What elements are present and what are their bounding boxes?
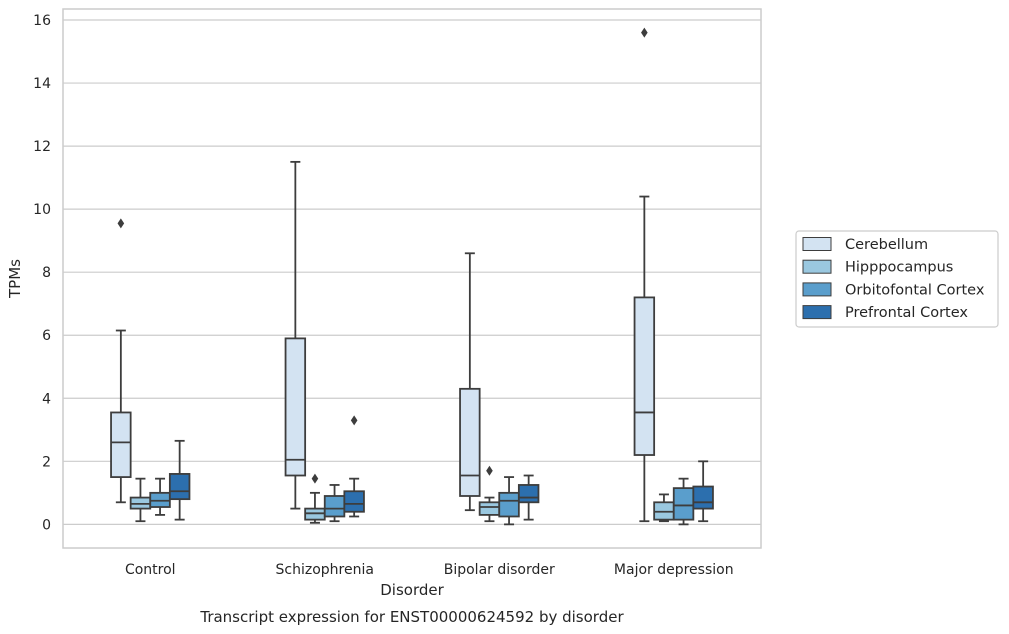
iqr-box [517, 484, 540, 504]
box-cerebellum-schizophrenia [284, 160, 307, 510]
box-hipppocampus-bipolar-disorder [478, 465, 501, 523]
y-tick-label: 6 [42, 328, 51, 344]
y-tick-label: 2 [42, 454, 51, 470]
box-hipppocampus-control [129, 477, 152, 523]
legend-swatch [802, 282, 832, 297]
legend-swatch [802, 237, 832, 251]
legend-frame [795, 230, 999, 328]
outlier-point [486, 465, 493, 476]
legend-label: Cerebellum [845, 237, 928, 253]
box-orbitofontal-cortex-control [149, 477, 171, 516]
y-tick-label: 12 [33, 139, 51, 155]
legend-label: Hipppocampus [845, 260, 953, 276]
iqr-box [323, 495, 346, 518]
iqr-box [343, 490, 365, 513]
y-tick-label: 8 [42, 265, 51, 281]
box-prefrontal-cortex-bipolar-disorder [517, 474, 540, 521]
y-tick-label: 10 [33, 202, 51, 218]
box-cerebellum-major-depression [633, 27, 656, 523]
iqr-box [633, 296, 656, 456]
iqr-box [498, 491, 520, 518]
outlier-point [311, 473, 319, 484]
outlier-point [641, 27, 648, 38]
iqr-box [110, 411, 132, 478]
gridlines [63, 19, 761, 525]
iqr-box [284, 337, 307, 477]
box-plot-series [110, 27, 714, 526]
box-orbitofontal-cortex-schizophrenia [323, 484, 346, 523]
legend-label: Orbitofontal Cortex [845, 282, 985, 298]
iqr-box [672, 487, 695, 521]
legend-swatch [802, 305, 832, 320]
x-tick-label: Major depression [614, 562, 734, 578]
y-axis-label: TPMs [6, 259, 24, 299]
box-prefrontal-cortex-schizophrenia [343, 415, 365, 518]
legend-swatch [802, 259, 832, 274]
y-tick-label: 0 [42, 517, 51, 533]
box-hipppocampus-schizophrenia [304, 473, 326, 524]
outlier-point [117, 218, 125, 229]
plot-frame [62, 8, 762, 549]
y-tick-label: 4 [42, 391, 51, 407]
box-cerebellum-bipolar-disorder [459, 252, 481, 512]
legend-label: Prefrontal Cortex [845, 305, 968, 321]
iqr-box [459, 387, 481, 497]
box-orbitofontal-cortex-major-depression [672, 477, 695, 526]
box-cerebellum-control [110, 218, 132, 504]
x-axis-ticks: Control Schizophrenia Bipolar disorder Majo… [125, 562, 734, 578]
box-hipppocampus-major-depression [653, 493, 675, 523]
figure-caption: Transcript expression for ENST0000062459… [199, 608, 624, 626]
iqr-box [692, 485, 714, 510]
y-tick-label: 14 [33, 76, 51, 92]
y-tick-label: 16 [33, 13, 51, 29]
box-prefrontal-cortex-major-depression [692, 460, 714, 523]
box-prefrontal-cortex-control [168, 439, 191, 521]
outlier-point [350, 415, 358, 426]
y-axis-ticks: 0 2 4 6 8 10 12 14 16 [33, 13, 51, 533]
x-axis-label: Disorder [380, 581, 444, 599]
x-tick-label: Schizophrenia [276, 562, 374, 578]
iqr-box [478, 501, 501, 516]
x-tick-label: Bipolar disorder [444, 562, 555, 578]
legend: Cerebellum Hipppocampus Orbitofontal Corte… [795, 230, 999, 328]
box-orbitofontal-cortex-bipolar-disorder [498, 476, 520, 526]
iqr-box [168, 473, 191, 501]
x-tick-label: Control [125, 562, 176, 578]
